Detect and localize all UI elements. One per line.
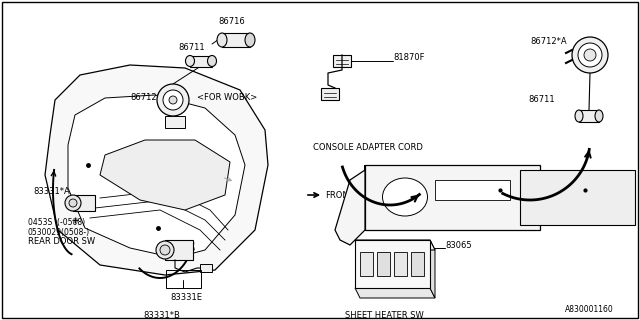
Ellipse shape: [207, 55, 216, 67]
Bar: [73, 195, 95, 211]
Text: 86712*A: 86712*A: [130, 92, 166, 101]
Polygon shape: [430, 240, 435, 298]
Text: 83331E: 83331E: [170, 292, 202, 301]
Text: CONSOLE ADAPTER CORD: CONSOLE ADAPTER CORD: [313, 143, 423, 153]
Text: A830001160: A830001160: [565, 306, 614, 315]
Text: 0530029(0508-): 0530029(0508-): [28, 228, 90, 236]
Polygon shape: [335, 165, 365, 245]
Bar: [165, 240, 193, 260]
Circle shape: [584, 49, 596, 61]
Bar: [394, 252, 407, 276]
Polygon shape: [45, 65, 268, 275]
Text: 83331*A: 83331*A: [33, 188, 70, 196]
Bar: [190, 56, 212, 67]
Text: REAR DOOR SW: REAR DOOR SW: [28, 237, 95, 246]
Bar: [360, 252, 373, 276]
Text: 86711: 86711: [529, 95, 555, 105]
Bar: [365, 165, 540, 230]
Ellipse shape: [186, 55, 195, 67]
Circle shape: [578, 43, 602, 67]
Text: FRONT: FRONT: [190, 169, 220, 181]
Bar: [579, 110, 599, 122]
Text: 83065: 83065: [445, 241, 472, 250]
Polygon shape: [165, 116, 185, 128]
Polygon shape: [355, 240, 430, 288]
Circle shape: [160, 245, 170, 255]
Text: 81870F: 81870F: [393, 53, 424, 62]
Bar: [200, 264, 212, 272]
Ellipse shape: [245, 33, 255, 47]
Ellipse shape: [217, 33, 227, 47]
Polygon shape: [68, 95, 245, 258]
Circle shape: [163, 90, 183, 110]
Circle shape: [156, 241, 174, 259]
Text: FRONT: FRONT: [325, 190, 354, 199]
Bar: [520, 170, 635, 225]
Circle shape: [65, 195, 81, 211]
Polygon shape: [355, 240, 435, 250]
Ellipse shape: [383, 178, 428, 216]
Ellipse shape: [595, 110, 603, 122]
Bar: [222, 33, 250, 47]
Circle shape: [157, 84, 189, 116]
Bar: [435, 180, 510, 200]
Text: 86716: 86716: [218, 18, 244, 27]
Bar: [166, 270, 201, 288]
Circle shape: [169, 96, 177, 104]
Text: 86711: 86711: [178, 44, 205, 52]
Bar: [321, 88, 339, 100]
Text: 86712*A: 86712*A: [530, 37, 566, 46]
Text: <FOR WOBK>: <FOR WOBK>: [197, 93, 257, 102]
Text: 0453S  (-0508): 0453S (-0508): [28, 218, 85, 227]
Text: 83331*B: 83331*B: [143, 310, 180, 319]
Bar: [377, 252, 390, 276]
Circle shape: [69, 199, 77, 207]
Polygon shape: [100, 140, 230, 210]
Text: SHEET HEATER SW: SHEET HEATER SW: [345, 310, 424, 319]
Ellipse shape: [575, 110, 583, 122]
Bar: [333, 55, 351, 67]
Polygon shape: [355, 288, 435, 298]
Bar: [411, 252, 424, 276]
Circle shape: [572, 37, 608, 73]
